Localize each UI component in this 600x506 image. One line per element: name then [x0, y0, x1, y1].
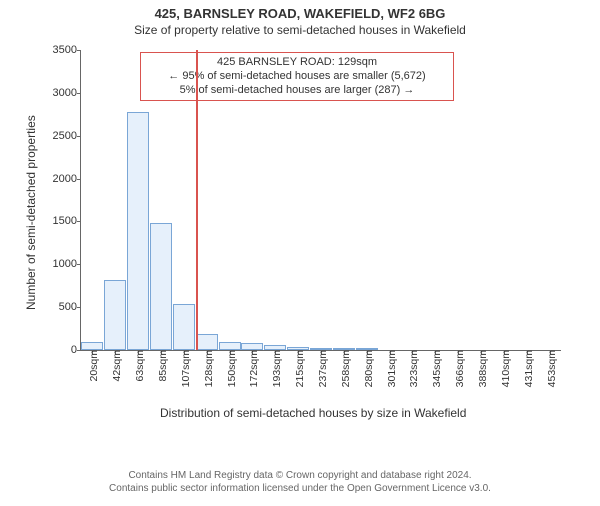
xtick-label: 42sqm: [107, 350, 123, 382]
marker-line: [196, 50, 198, 350]
footer-line-2: Contains public sector information licen…: [0, 483, 600, 496]
xtick-label: 107sqm: [176, 350, 192, 387]
bar: [241, 343, 263, 350]
bar: [104, 280, 126, 350]
xtick-label: 431sqm: [519, 350, 535, 387]
xtick-label: 63sqm: [130, 350, 146, 382]
xtick-label: 388sqm: [473, 350, 489, 387]
xtick-label: 172sqm: [244, 350, 260, 387]
bar: [219, 342, 241, 350]
xtick-label: 280sqm: [359, 350, 375, 387]
xtick-label: 258sqm: [336, 350, 352, 387]
ytick-label: 1000: [53, 258, 81, 270]
bar: [196, 334, 218, 350]
ytick-label: 0: [71, 344, 81, 356]
ytick-label: 3500: [53, 44, 81, 56]
bar: [150, 223, 172, 350]
bar: [127, 112, 149, 350]
xtick-label: 345sqm: [427, 350, 443, 387]
y-axis-title: Number of semi-detached properties: [24, 115, 38, 310]
xtick-label: 237sqm: [313, 350, 329, 387]
footer: Contains HM Land Registry data © Crown c…: [0, 470, 600, 495]
page-subtitle: Size of property relative to semi-detach…: [0, 23, 600, 37]
xtick-label: 301sqm: [382, 350, 398, 387]
header: 425, BARNSLEY ROAD, WAKEFIELD, WF2 6BG S…: [0, 6, 600, 37]
ytick-label: 3000: [53, 87, 81, 99]
xtick-label: 453sqm: [542, 350, 558, 387]
plot-area: 050010001500200025003000350020sqm42sqm63…: [80, 50, 561, 351]
xtick-label: 20sqm: [84, 350, 100, 382]
xtick-label: 410sqm: [496, 350, 512, 387]
bar: [173, 304, 195, 350]
ytick-label: 2500: [53, 130, 81, 142]
xtick-label: 193sqm: [267, 350, 283, 387]
xtick-label: 85sqm: [153, 350, 169, 382]
footer-line-1: Contains HM Land Registry data © Crown c…: [0, 470, 600, 483]
xtick-label: 128sqm: [199, 350, 215, 387]
x-axis-title: Distribution of semi-detached houses by …: [160, 406, 466, 420]
xtick-label: 366sqm: [450, 350, 466, 387]
chart: 050010001500200025003000350020sqm42sqm63…: [60, 50, 580, 430]
xtick-label: 150sqm: [222, 350, 238, 387]
xtick-label: 215sqm: [290, 350, 306, 387]
ytick-label: 1500: [53, 215, 81, 227]
ytick-label: 2000: [53, 173, 81, 185]
page-title: 425, BARNSLEY ROAD, WAKEFIELD, WF2 6BG: [0, 6, 600, 21]
xtick-label: 323sqm: [404, 350, 420, 387]
ytick-label: 500: [59, 301, 81, 313]
